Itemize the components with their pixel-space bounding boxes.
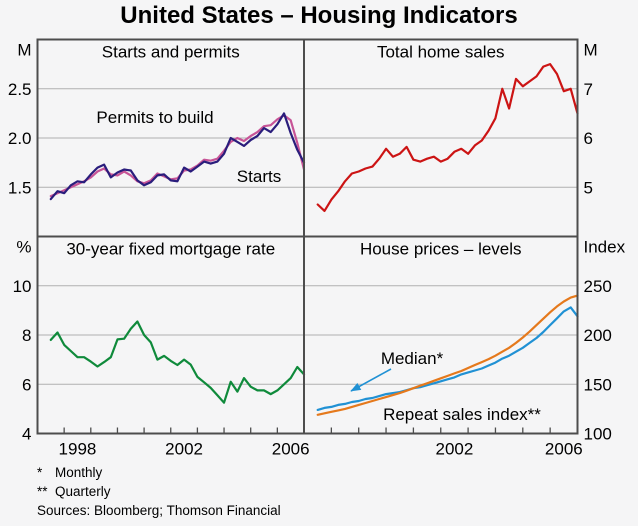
median-series-label: Median* (381, 349, 444, 368)
footnote-monthly: * Monthly (37, 463, 281, 482)
chart-title: United States – Housing Indicators (120, 2, 518, 29)
x-tick-label: 1998 (59, 440, 97, 459)
footnote-sources: Sources: Bloomberg; Thomson Financial (37, 501, 281, 520)
y-tick-label: 2.0 (8, 129, 32, 148)
y-tick-label: 2.5 (8, 80, 32, 99)
starts-line (49, 112, 306, 201)
permits-line (49, 114, 306, 198)
x-tick-label: 2006 (545, 440, 583, 459)
y-tick-label: 6 (22, 375, 31, 394)
mortgage-line (49, 320, 306, 404)
starts-permits-unit-label: M (17, 41, 31, 60)
starts-permits-panel-title: Starts and permits (102, 43, 240, 62)
median-annotation-arrow (350, 368, 392, 392)
footnote-quarterly: ** Quarterly (37, 482, 281, 501)
y-tick-label: 100 (584, 425, 612, 444)
x-tick-label: 2006 (272, 440, 310, 459)
x-tick-label: 2002 (436, 440, 474, 459)
house-prices-unit-label: Index (584, 238, 626, 257)
home-sales-unit-label: M (584, 41, 598, 60)
mortgage-rate-panel-title: 30-year fixed mortgage rate (66, 240, 275, 259)
repeat_sales-line (316, 294, 579, 416)
y-tick-label: 6 (584, 129, 593, 148)
y-tick-label: 7 (584, 80, 593, 99)
footnote-text: Sources: Bloomberg; Thomson Financial (37, 503, 281, 518)
y-tick-label: 4 (22, 425, 31, 444)
median-line (316, 306, 579, 411)
y-tick-label: 10 (13, 277, 32, 296)
starts-series-label: Starts (237, 167, 281, 186)
footnotes: * Monthly ** Quarterly Sources: Bloomberg;… (37, 463, 281, 520)
y-tick-label: 5 (584, 178, 593, 197)
y-tick-label: 150 (584, 375, 612, 394)
mortgage-rate-unit-label: % (16, 238, 31, 257)
house-prices-panel-title: House prices – levels (360, 240, 522, 259)
permits-series-label: Permits to build (96, 108, 213, 127)
x-tick-label: 2002 (165, 440, 203, 459)
y-tick-label: 8 (22, 326, 31, 345)
repeat_sales-series-label: Repeat sales index** (383, 405, 541, 424)
footnote-marker: * (37, 465, 43, 480)
sales-line (316, 62, 579, 212)
y-tick-label: 1.5 (8, 178, 32, 197)
y-tick-label: 200 (584, 326, 612, 345)
footnote-text: Quarterly (55, 484, 111, 499)
y-tick-label: 250 (584, 277, 612, 296)
footnote-marker: ** (37, 484, 48, 499)
home-sales-panel-title: Total home sales (377, 43, 505, 62)
footnote-text: Monthly (55, 465, 103, 480)
